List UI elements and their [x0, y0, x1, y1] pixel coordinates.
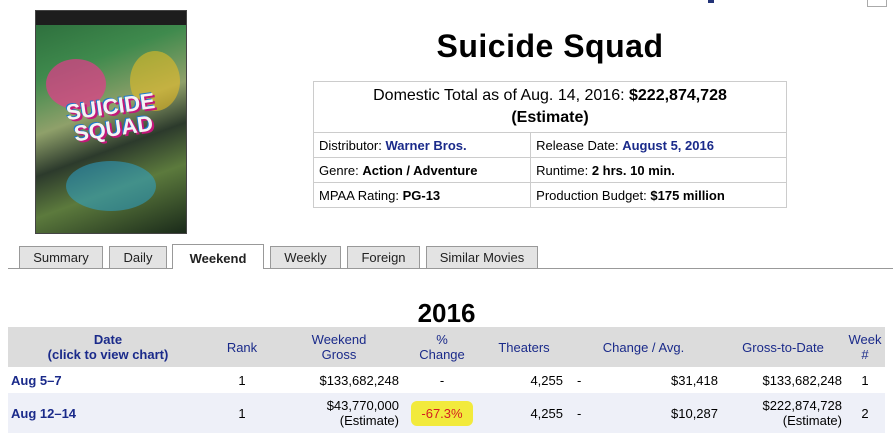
row-weekend-gross: $133,682,248	[319, 372, 399, 388]
tab-baseline	[8, 268, 893, 269]
domestic-total-label: Domestic Total as of Aug. 14, 2016:	[373, 87, 625, 104]
domestic-total-value: $222,874,728	[629, 87, 727, 104]
top-edge-box	[867, 0, 887, 7]
movie-info-table: Domestic Total as of Aug. 14, 2016: $222…	[312, 81, 787, 208]
col-header-gross-line1: Weekend	[311, 332, 367, 347]
weekend-table: Date (click to view chart) Rank Weekend …	[8, 327, 885, 433]
tab-weekly[interactable]: Weekly	[270, 246, 341, 268]
release-date-link[interactable]: August 5, 2016	[622, 137, 714, 153]
col-header-theaters[interactable]: Theaters	[482, 327, 566, 367]
col-header-percent-change[interactable]: % Change	[402, 327, 482, 367]
row-avg: $31,418	[671, 372, 718, 388]
col-header-week-line2: #	[861, 347, 869, 362]
row-weekend-gross-value: $43,770,000	[326, 398, 399, 413]
release-date-label: Release Date:	[536, 137, 619, 153]
col-header-gross-to-date[interactable]: Gross-to-Date	[721, 327, 845, 367]
row-weekend-gross-note: (Estimate)	[339, 413, 399, 428]
runtime-cell: Runtime: 2 hrs. 10 min.	[530, 157, 787, 183]
poster-splash	[46, 59, 106, 109]
row-theaters: 4,255	[530, 372, 563, 388]
genre-label: Genre:	[319, 162, 359, 178]
row-change-avg: - $31,418	[566, 367, 721, 393]
row-gross-to-date: $222,874,728 (Estimate)	[721, 393, 845, 433]
row-percent-change: -67.3%	[402, 393, 482, 433]
mpaa-value: PG-13	[402, 187, 441, 203]
row-date-link[interactable]: Aug 12–14	[11, 405, 77, 421]
col-header-date[interactable]: Date (click to view chart)	[8, 327, 208, 367]
tab-weekend[interactable]: Weekend	[172, 244, 264, 269]
col-header-date-line1: Date	[93, 332, 123, 347]
row-theater-change: -	[577, 405, 582, 421]
poster-splash	[130, 51, 180, 111]
row-gross-to-date: $133,682,248	[762, 372, 842, 388]
distributor-link[interactable]: Warner Bros.	[385, 137, 467, 153]
col-header-week-line1: Week	[848, 332, 882, 347]
year-heading: 2016	[417, 298, 476, 328]
row-avg: $10,287	[671, 405, 718, 421]
row-percent-change: -	[439, 372, 445, 388]
budget-cell: Production Budget: $175 million	[530, 182, 787, 208]
runtime-label: Runtime:	[536, 162, 589, 178]
col-header-change-line2: Change	[419, 347, 465, 362]
row-change-avg: - $10,287	[566, 393, 721, 433]
tab-foreign[interactable]: Foreign	[347, 246, 420, 268]
genre-value: Action / Adventure	[362, 162, 478, 178]
col-header-week[interactable]: Week #	[845, 327, 885, 367]
col-header-weekend-gross[interactable]: Weekend Gross	[276, 327, 402, 367]
release-date-cell: Release Date: August 5, 2016	[530, 132, 787, 158]
domestic-total-cell: Domestic Total as of Aug. 14, 2016: $222…	[313, 81, 787, 133]
distributor-label: Distributor:	[319, 137, 382, 153]
row-rank: 1	[238, 372, 246, 388]
tab-daily[interactable]: Daily	[109, 246, 167, 268]
budget-label: Production Budget:	[536, 187, 647, 203]
genre-cell: Genre: Action / Adventure	[312, 157, 532, 183]
row-gross-to-date-value: $222,874,728	[762, 398, 842, 413]
budget-value: $175 million	[650, 187, 725, 203]
tab-similar-movies[interactable]: Similar Movies	[426, 246, 538, 268]
runtime-value: 2 hrs. 10 min.	[591, 162, 675, 178]
poster-top-band	[36, 11, 186, 25]
movie-poster[interactable]: SUICIDE SQUAD	[35, 10, 187, 234]
col-header-gross-line2: Gross	[321, 347, 357, 362]
table-row: Aug 5–7 1 $133,682,248 - 4,255 - $31,418…	[8, 367, 885, 393]
tab-bar: Summary Daily Weekend Weekly Foreign Sim…	[0, 244, 893, 270]
row-week: 1	[861, 372, 869, 388]
col-header-date-line2: (click to view chart)	[47, 347, 169, 362]
col-header-rank[interactable]: Rank	[208, 327, 276, 367]
poster-splash	[66, 161, 156, 211]
tab-summary[interactable]: Summary	[19, 246, 103, 268]
distributor-cell: Distributor: Warner Bros.	[312, 132, 532, 158]
row-rank: 1	[208, 393, 276, 433]
row-week: 2	[845, 393, 885, 433]
top-edge-fragment	[708, 0, 714, 3]
table-row: Aug 12–14 1 $43,770,000 (Estimate) -67.3…	[8, 393, 885, 433]
page-title: Suicide Squad	[436, 28, 664, 64]
col-header-change-line1: %	[436, 332, 448, 347]
row-weekend-gross: $43,770,000 (Estimate)	[276, 393, 402, 433]
row-theaters: 4,255	[482, 393, 566, 433]
mpaa-cell: MPAA Rating: PG-13	[312, 182, 532, 208]
weekend-table-header: Date (click to view chart) Rank Weekend …	[8, 327, 885, 367]
mpaa-label: MPAA Rating:	[319, 187, 399, 203]
domestic-total-note: (Estimate)	[511, 109, 589, 126]
row-gross-to-date-note: (Estimate)	[782, 413, 842, 428]
highlighted-percent-change: -67.3%	[411, 400, 473, 426]
row-date-link[interactable]: Aug 5–7	[11, 372, 62, 388]
col-header-change-avg[interactable]: Change / Avg.	[566, 327, 721, 367]
row-theater-change: -	[577, 372, 582, 388]
